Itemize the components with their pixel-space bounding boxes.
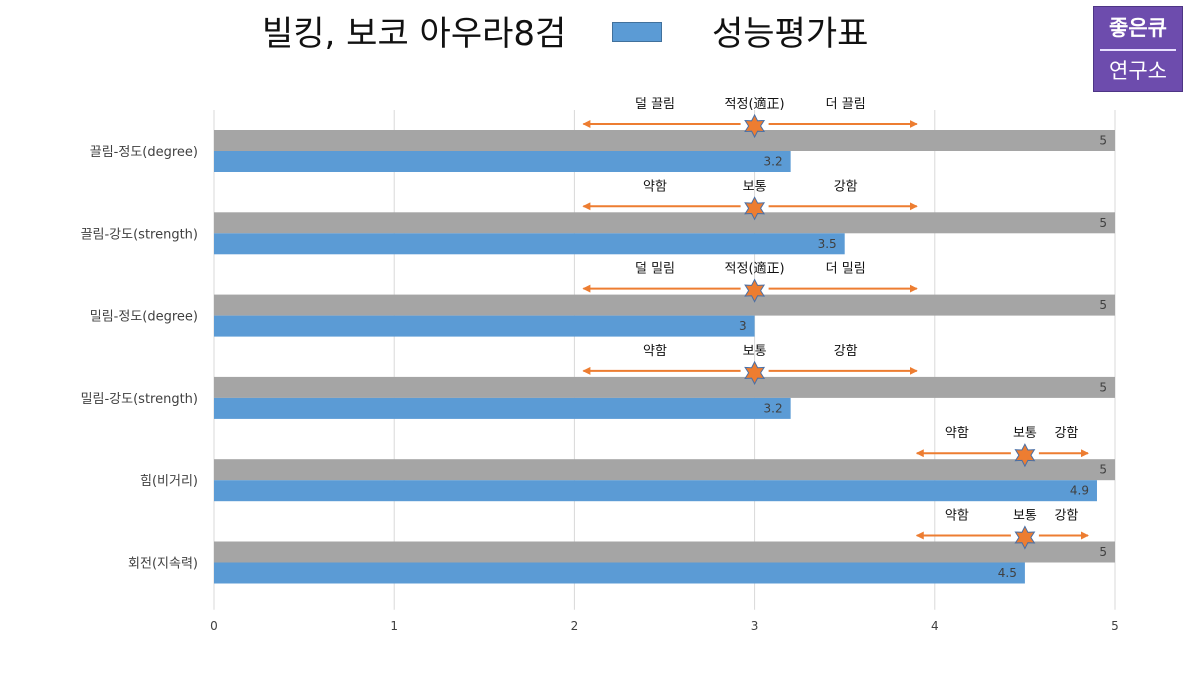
category-label: 힘(비거리): [140, 474, 198, 489]
annotation-left-label: 약함: [945, 426, 969, 441]
x-tick-label: 3: [751, 619, 759, 633]
annotation-center-label: 보통: [1013, 509, 1037, 524]
category-label: 회전(지속력): [128, 557, 198, 572]
annotation-left-label: 덜 끌림: [635, 97, 675, 112]
logo-text-bottom: 연구소: [1109, 59, 1167, 83]
star-icon: [1014, 443, 1036, 468]
data-label: 5: [1099, 216, 1107, 230]
legend-swatch: [612, 22, 662, 42]
x-tick-label: 5: [1111, 619, 1119, 633]
star-icon: [744, 360, 766, 385]
star-icon: [744, 113, 766, 139]
annotation-right-label: 더 끌림: [826, 97, 866, 112]
bar-value-1: [214, 233, 845, 255]
bar-max-4: [214, 459, 1115, 481]
data-label: 5: [1099, 463, 1107, 477]
chart-title-left: 빌킹, 보코 아우라8검: [262, 14, 567, 54]
labels: 0 1 2 3 4 5 5 3.2 끌림-정도(degree) 5 3.5 끌림-강도(strengt…: [81, 134, 1119, 633]
bar-value-0: [214, 151, 791, 172]
bars: [214, 130, 1115, 584]
star-icon: [744, 196, 766, 221]
bar-max-3: [214, 376, 1115, 398]
annotation-center-label: 적정(適正): [725, 261, 785, 277]
logo-text-top: 좋은큐: [1109, 16, 1167, 40]
annotation-right-label: 강함: [1054, 426, 1078, 441]
bar-max-5: [214, 541, 1115, 563]
chart-header: 빌킹, 보코 아우라8검 성능평가표: [0, 0, 1200, 80]
category-label: 끌림-강도(strength): [81, 227, 198, 242]
annotation-right-label: 더 밀림: [826, 262, 866, 277]
bar-value-3: [214, 397, 791, 419]
annotation-center-label: 적정(適正): [725, 96, 785, 112]
x-tick-label: 2: [571, 619, 579, 633]
data-label: 4.5: [998, 566, 1017, 580]
annotation-center-label: 보통: [743, 179, 767, 194]
annotation-left-label: 약함: [945, 509, 969, 524]
data-label: 4.9: [1070, 484, 1089, 498]
annotation-right-label: 강함: [834, 344, 858, 359]
gridlines: [213, 110, 1116, 610]
annotation-left-label: 덜 밀림: [635, 262, 675, 277]
star-icon: [744, 278, 766, 303]
bar-max-0: [214, 130, 1115, 151]
legend-label: 성능평가표: [712, 14, 869, 54]
bar-value-4: [214, 480, 1097, 502]
bar-value-2: [214, 315, 755, 337]
annotation-right-label: 강함: [834, 179, 858, 194]
annotation-right-label: 강함: [1054, 509, 1078, 524]
category-label: 끌림-정도(degree): [90, 145, 198, 160]
annotation-left-label: 약함: [643, 179, 667, 194]
category-label: 밀림-강도(strength): [81, 392, 198, 407]
bar-value-5: [214, 562, 1025, 584]
data-label: 5: [1099, 298, 1107, 312]
annotation-center-label: 보통: [743, 344, 767, 359]
annotation-left-label: 약함: [643, 344, 667, 359]
data-label: 3.5: [818, 237, 837, 251]
x-tick-label: 0: [210, 619, 218, 633]
x-tick-label: 1: [390, 619, 398, 633]
data-label: 5: [1099, 380, 1107, 394]
category-label: 밀림-정도(degree): [90, 310, 198, 325]
star-icon: [1014, 525, 1036, 550]
data-label: 3: [739, 319, 747, 333]
bar-max-1: [214, 212, 1115, 234]
bar-max-2: [214, 294, 1115, 316]
x-tick-label: 4: [931, 619, 939, 633]
data-label: 3.2: [764, 155, 783, 169]
data-label: 5: [1099, 134, 1107, 148]
data-label: 3.2: [764, 401, 783, 415]
logo-divider: [1100, 49, 1176, 51]
data-label: 5: [1099, 545, 1107, 559]
brand-logo: 좋은큐 연구소: [1093, 6, 1183, 92]
annotation-center-label: 보통: [1013, 426, 1037, 441]
